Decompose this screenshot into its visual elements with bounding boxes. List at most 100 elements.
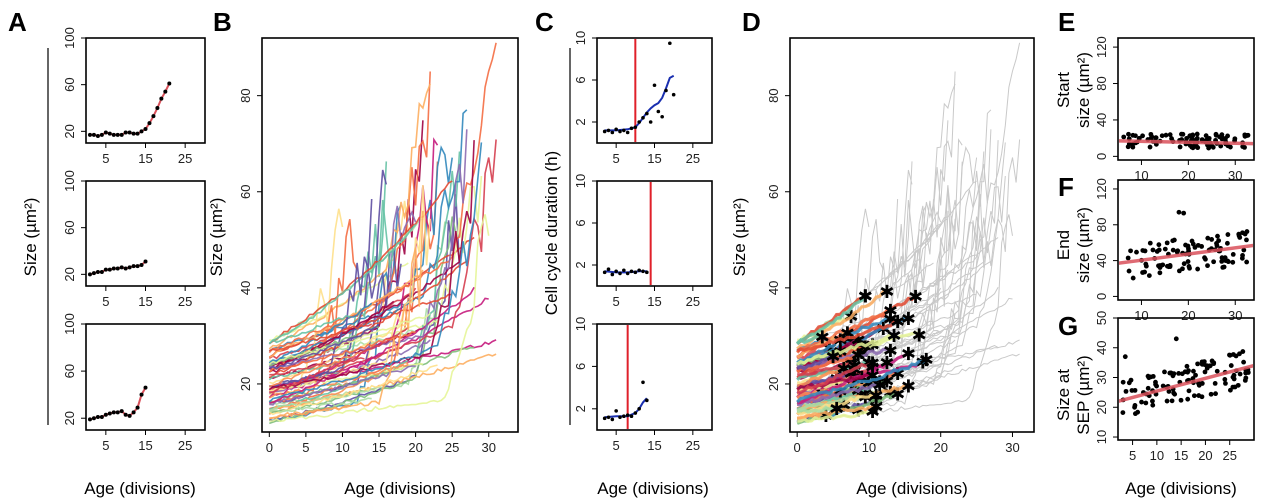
cell-point <box>1120 410 1126 415</box>
size-point <box>107 411 112 416</box>
y-tick-label: 2 <box>573 118 588 125</box>
panel-a3: 5 15 25 20 60 100 <box>62 313 206 453</box>
x-tick-label: 30 <box>482 440 496 455</box>
cell-point <box>1225 133 1230 139</box>
trajectory-pre-sep <box>797 361 856 377</box>
cell-point <box>1146 273 1152 279</box>
sep-marker: ✱ <box>901 309 916 330</box>
duration-point <box>618 415 622 420</box>
cell-point <box>1185 243 1191 249</box>
cell-point <box>1150 373 1156 379</box>
cell-point <box>1160 383 1166 389</box>
sep-marker: ✱ <box>883 301 898 322</box>
cell-point <box>1181 210 1187 216</box>
sep-marker: ✱ <box>912 325 927 346</box>
size-point <box>111 410 116 415</box>
x-tick-label: 0 <box>794 440 801 455</box>
x-tick-label: 25 <box>445 440 459 455</box>
cell-point <box>1153 135 1159 141</box>
size-point <box>139 392 144 397</box>
duration-point <box>610 272 615 277</box>
cell-point <box>1142 269 1148 275</box>
cell-point <box>1125 255 1131 261</box>
plot-area <box>87 259 148 277</box>
y-tick-label: 40 <box>1094 253 1109 267</box>
cell-trajectory <box>269 383 387 412</box>
plot-area <box>1119 336 1253 417</box>
cell-point <box>1190 133 1195 139</box>
x-tick-label: 10 <box>335 440 349 455</box>
cell-trajectory <box>268 315 350 345</box>
cell-point <box>1228 144 1233 150</box>
cell-point <box>1219 258 1225 264</box>
cell-point <box>1187 265 1192 271</box>
cell-point <box>1186 368 1191 374</box>
x-tick-label: 5 <box>613 151 620 166</box>
sep-marker: ✱ <box>901 344 916 365</box>
cell-point <box>1156 242 1162 248</box>
panel-a2: 5 15 25 20 60 100 <box>62 170 206 309</box>
cell-point <box>1202 362 1207 367</box>
duration-point <box>610 417 615 422</box>
cell-point <box>1176 209 1182 215</box>
cell-point <box>1191 393 1197 399</box>
cell-point <box>1195 145 1201 151</box>
y-axis-title-d: Size (µm²) <box>730 198 749 277</box>
sep-marker: ✱ <box>858 287 873 308</box>
duration-point <box>641 269 645 274</box>
y-tick-label: 100 <box>62 313 77 335</box>
cell-point <box>1191 368 1196 374</box>
duration-point <box>606 415 611 420</box>
plot-area <box>1119 131 1253 151</box>
sep-marker: ✱ <box>883 341 898 362</box>
duration-point <box>606 128 611 133</box>
size-point <box>155 106 160 110</box>
panel-g: 5 10 15 20 25 10 20 30 40 50 <box>1094 311 1255 463</box>
x-axis-title-a: Age (divisions) <box>84 479 196 498</box>
panel-label-e: E <box>1058 7 1075 37</box>
size-point <box>95 134 100 138</box>
duration-point <box>614 269 618 274</box>
size-point <box>163 89 168 94</box>
size-point <box>91 416 96 421</box>
cell-point <box>1181 261 1187 267</box>
cell-trajectory <box>268 142 483 403</box>
cell-point <box>1170 238 1176 244</box>
y-tick-label: 10 <box>573 174 588 188</box>
trajectory-pre-sep <box>796 319 899 353</box>
cell-point <box>1230 252 1236 257</box>
duration-point <box>637 268 641 273</box>
x-tick-label: 20 <box>1181 308 1195 323</box>
cell-point <box>1178 397 1184 403</box>
cell-point <box>1194 131 1200 137</box>
cell-point <box>1156 247 1162 253</box>
x-tick-label: 20 <box>1198 448 1212 463</box>
cell-point <box>1205 235 1211 241</box>
cell-point <box>1157 270 1163 276</box>
size-trace <box>89 387 147 421</box>
y-axis-title-f-2: size (µm²) <box>1074 207 1093 283</box>
sep-marker: ✱ <box>901 376 916 397</box>
cell-point <box>1196 382 1202 388</box>
cell-point <box>1242 231 1248 237</box>
duration-point <box>629 414 634 419</box>
y-tick-label: 6 <box>573 363 588 370</box>
duration-point <box>610 130 615 135</box>
x-tick-label: 10 <box>1134 308 1148 323</box>
cell-point <box>1162 369 1167 375</box>
trajectory-pre-sep <box>796 394 866 412</box>
cell-point <box>1209 358 1215 364</box>
x-tick-label: 25 <box>686 151 700 166</box>
cell-point <box>1214 243 1220 248</box>
cell-trajectory <box>268 293 453 352</box>
cell-point <box>1210 144 1216 150</box>
duration-point <box>633 125 638 130</box>
cell-trajectory <box>269 397 372 413</box>
cell-point <box>1179 371 1185 377</box>
cell-point <box>1214 368 1220 374</box>
size-point <box>99 132 104 137</box>
cell-point <box>1128 377 1134 383</box>
plot-frame <box>1117 179 1255 301</box>
cell-point <box>1242 144 1247 150</box>
